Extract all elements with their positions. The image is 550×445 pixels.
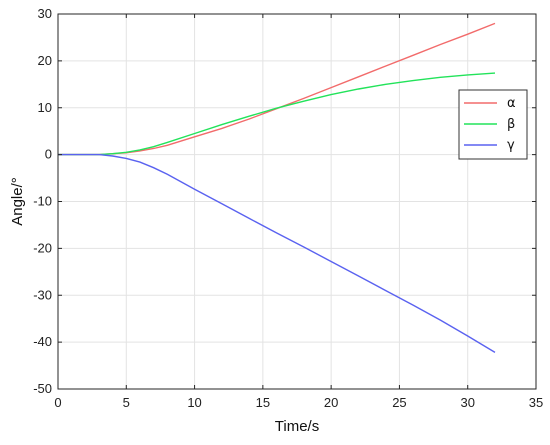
- legend: αβγ: [458, 89, 528, 160]
- y-tick-label: 0: [45, 147, 52, 162]
- y-tick-label: -20: [33, 240, 52, 255]
- legend-label-3: γ: [507, 138, 515, 153]
- axes: [57, 13, 537, 390]
- x-tick-label: 35: [529, 395, 543, 410]
- x-tick-label: 15: [256, 395, 270, 410]
- x-tick-label: 25: [392, 395, 406, 410]
- series-lines: [58, 22, 496, 354]
- y-axis-label: Angle/°: [9, 177, 26, 226]
- x-tick-label: 5: [123, 395, 130, 410]
- x-tick-label: 30: [460, 395, 474, 410]
- y-tick-label: 30: [38, 6, 52, 21]
- tick-labels: 0 5 10 15 20 25 30 35 -50 -40 -30 -20 -10 0 10 20 30: [33, 6, 543, 410]
- y-tick-label: -30: [33, 287, 52, 302]
- x-tick-label: 0: [54, 395, 61, 410]
- series-line-2: [58, 72, 496, 156]
- grid: [57, 13, 537, 390]
- legend-label-2: β: [507, 117, 515, 132]
- x-axis-label: Time/s: [275, 418, 319, 435]
- y-tick-label: -50: [33, 381, 52, 396]
- legend-label-1: α: [507, 96, 516, 111]
- y-tick-label: -40: [33, 334, 52, 349]
- series-line-3: [58, 153, 496, 354]
- y-tick-label: 10: [38, 100, 52, 115]
- y-tick-label: -10: [33, 194, 52, 209]
- x-tick-label: 10: [187, 395, 201, 410]
- x-tick-label: 20: [324, 395, 338, 410]
- y-tick-label: 20: [38, 53, 52, 68]
